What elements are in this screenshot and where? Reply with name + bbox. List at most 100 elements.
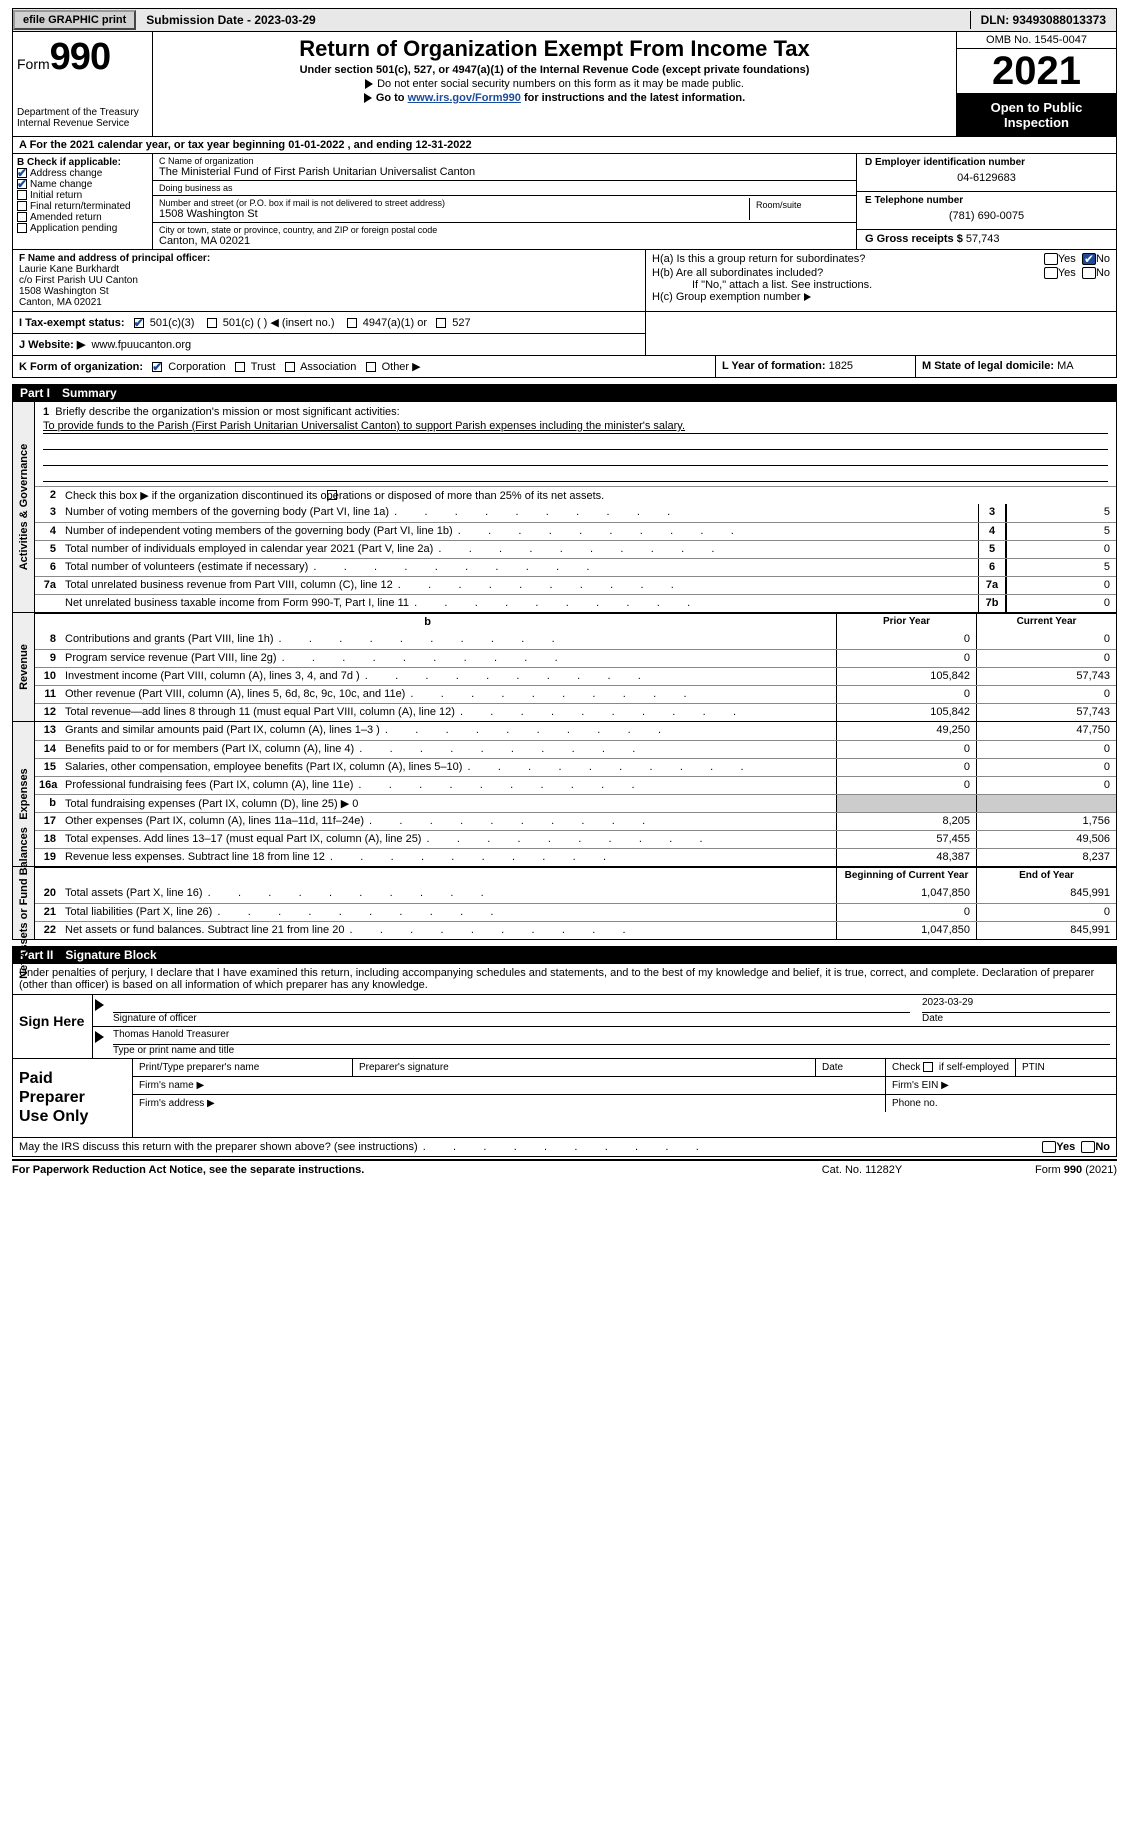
street: 1508 Washington St: [159, 208, 749, 220]
mission-text: To provide funds to the Parish (First Pa…: [43, 420, 1108, 434]
perjury-statement: Under penalties of perjury, I declare th…: [12, 964, 1117, 995]
lbl-ha: H(a) Is this a group return for subordin…: [652, 253, 1044, 265]
lbl-address-change: Address change: [30, 168, 102, 179]
arrow-icon: [93, 1027, 107, 1058]
lbl-org-name: C Name of organization: [159, 156, 850, 166]
efile-print-button[interactable]: efile GRAPHIC print: [13, 10, 136, 30]
expense-line: bTotal fundraising expenses (Part IX, co…: [35, 794, 1116, 812]
h-note: If "No," attach a list. See instructions…: [652, 279, 1110, 291]
officer-line-0: Laurie Kane Burkhardt: [19, 264, 639, 275]
hdr-begin-year: Beginning of Current Year: [836, 868, 976, 885]
hb-no[interactable]: [1082, 267, 1096, 279]
gross-receipts: 57,743: [966, 233, 1000, 245]
top-bar: efile GRAPHIC print Submission Date - 20…: [12, 8, 1117, 32]
dln: DLN: 93493088013373: [971, 11, 1116, 29]
checkbox-initial-return[interactable]: [17, 190, 27, 200]
checkbox-name-change[interactable]: [17, 179, 27, 189]
lbl-tax-status: I Tax-exempt status:: [19, 317, 125, 329]
lbl-firm-addr: Firm's address ▶: [133, 1095, 886, 1112]
org-name: The Ministerial Fund of First Parish Uni…: [159, 166, 850, 178]
expense-line: 19Revenue less expenses. Subtract line 1…: [35, 848, 1116, 866]
discuss-question: May the IRS discuss this return with the…: [19, 1141, 1042, 1153]
opt-501c: 501(c) ( ) ◀ (insert no.): [223, 317, 335, 329]
lbl-initial-return: Initial return: [30, 190, 82, 201]
checkbox-amended[interactable]: [17, 212, 27, 222]
expense-line: 18Total expenses. Add lines 13–17 (must …: [35, 830, 1116, 848]
dept-treasury: Department of the TreasuryInternal Reven…: [17, 107, 148, 129]
checkbox-final-return[interactable]: [17, 201, 27, 211]
net-assets-line: 20Total assets (Part X, line 16)1,047,85…: [35, 885, 1116, 903]
expense-line: 13Grants and similar amounts paid (Part …: [35, 722, 1116, 740]
lbl-prep-sig: Preparer's signature: [353, 1059, 816, 1076]
chk-discontinued[interactable]: [327, 490, 337, 500]
gov-line: 7aTotal unrelated business revenue from …: [35, 576, 1116, 594]
net-assets-line: 21Total liabilities (Part X, line 26)00: [35, 903, 1116, 921]
lbl-mission: Briefly describe the organization's miss…: [55, 406, 399, 418]
lbl-date: Date: [922, 1013, 1110, 1024]
section-governance: Activities & Governance 1 Briefly descri…: [12, 402, 1117, 613]
lbl-signature: Signature of officer: [113, 1013, 910, 1024]
website: www.fpuucanton.org: [91, 339, 191, 351]
gov-line: 4Number of independent voting members of…: [35, 522, 1116, 540]
city: Canton, MA 02021: [159, 235, 850, 247]
chk-4947[interactable]: [347, 318, 357, 328]
section-revenue: Revenue b Prior Year Current Year 8Contr…: [12, 613, 1117, 722]
discuss-yes[interactable]: [1042, 1141, 1056, 1153]
form-title: Return of Organization Exempt From Incom…: [159, 36, 950, 62]
lbl-name-change: Name change: [30, 179, 92, 190]
gov-line: Net unrelated business taxable income fr…: [35, 594, 1116, 612]
officer-line-1: c/o First Parish UU Canton: [19, 275, 639, 286]
revenue-line: 11Other revenue (Part VIII, column (A), …: [35, 685, 1116, 703]
preparer-block: PaidPreparerUse Only Print/Type preparer…: [12, 1059, 1117, 1138]
ha-yes[interactable]: [1044, 253, 1058, 265]
revenue-line: 8Contributions and grants (Part VIII, li…: [35, 631, 1116, 649]
arrow-icon: [804, 293, 811, 301]
chk-corp[interactable]: [152, 362, 162, 372]
ha-no[interactable]: [1082, 253, 1096, 265]
expense-line: 14Benefits paid to or for members (Part …: [35, 740, 1116, 758]
hb-yes[interactable]: [1044, 267, 1058, 279]
lbl-final-return: Final return/terminated: [30, 201, 131, 212]
chk-other[interactable]: [366, 362, 376, 372]
lbl-no2: No: [1096, 267, 1110, 279]
chk-501c3[interactable]: [134, 318, 144, 328]
vlabel-net-assets: Net Assets or Fund Balances: [18, 827, 30, 979]
note-goto-post: for instructions and the latest informat…: [521, 92, 745, 104]
lbl-self-employed: Check: [892, 1062, 923, 1073]
part1-title: Summary: [62, 386, 117, 400]
checkbox-app-pending[interactable]: [17, 223, 27, 233]
row-a-tax-year: A For the 2021 calendar year, or tax yea…: [12, 137, 1117, 154]
section-expenses: Expenses 13Grants and similar amounts pa…: [12, 722, 1117, 867]
chk-501c[interactable]: [207, 318, 217, 328]
box-b-header: B Check if applicable:: [17, 157, 148, 168]
paperwork-notice: For Paperwork Reduction Act Notice, see …: [12, 1164, 787, 1176]
section-net-assets: Net Assets or Fund Balances Beginning of…: [12, 867, 1117, 940]
hdr-current-year: Current Year: [976, 614, 1116, 631]
revenue-line: 9Program service revenue (Part VIII, lin…: [35, 649, 1116, 667]
lbl-tel: E Telephone number: [865, 195, 1108, 206]
form-header: Form990 Department of the TreasuryIntern…: [12, 32, 1117, 137]
lbl-yes2: Yes: [1058, 267, 1076, 279]
discuss-no[interactable]: [1081, 1141, 1095, 1153]
expense-line: 17Other expenses (Part IX, column (A), l…: [35, 812, 1116, 830]
lbl-phone: Phone no.: [886, 1095, 1116, 1112]
lbl-dba: Doing business as: [159, 183, 850, 193]
hdr-end-year: End of Year: [976, 868, 1116, 885]
sign-here-label: Sign Here: [13, 995, 93, 1058]
form-number: 990: [50, 36, 110, 78]
lbl-firm-name: Firm's name ▶: [133, 1077, 886, 1094]
irs-link[interactable]: www.irs.gov/Form990: [408, 92, 521, 104]
chk-assoc[interactable]: [285, 362, 295, 372]
submission-date: Submission Date - 2023-03-29: [136, 11, 970, 29]
vlabel-governance: Activities & Governance: [18, 444, 30, 571]
lbl-gross: G Gross receipts $: [865, 233, 963, 245]
lbl-ptin: PTIN: [1016, 1059, 1116, 1076]
chk-trust[interactable]: [235, 362, 245, 372]
cat-no: Cat. No. 11282Y: [787, 1164, 937, 1176]
chk-self-employed[interactable]: [923, 1062, 933, 1072]
opt-4947: 4947(a)(1) or: [363, 317, 427, 329]
lbl-city: City or town, state or province, country…: [159, 225, 850, 235]
chk-527[interactable]: [436, 318, 446, 328]
revenue-line: 12Total revenue—add lines 8 through 11 (…: [35, 703, 1116, 721]
net-assets-line: 22Net assets or fund balances. Subtract …: [35, 921, 1116, 939]
